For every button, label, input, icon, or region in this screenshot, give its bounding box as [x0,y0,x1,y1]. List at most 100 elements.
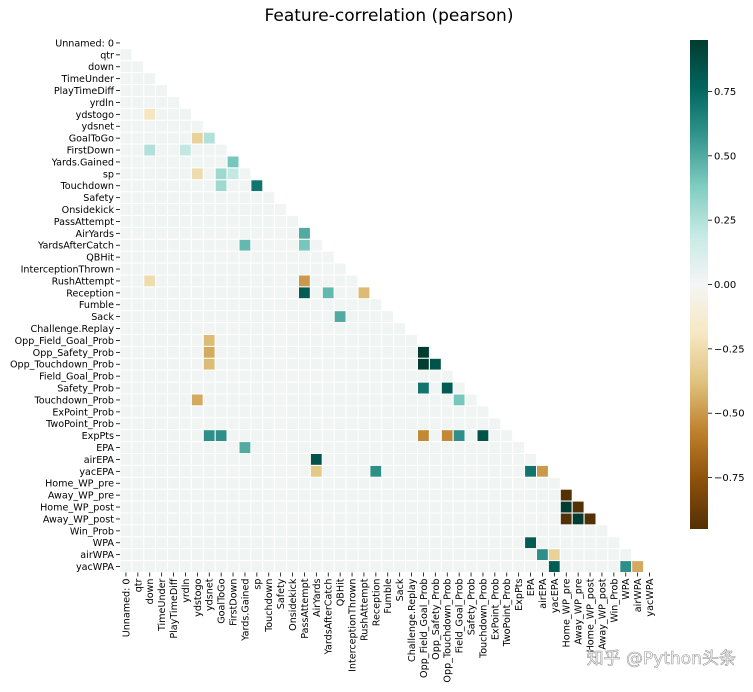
heatmap-cell [202,155,216,169]
heatmap-cell [452,524,466,538]
heatmap-cell [131,334,145,347]
heatmap-cell [238,476,252,490]
heatmap-cell [536,512,549,526]
heatmap-cell [274,476,288,490]
heatmap-cell [131,191,145,205]
heatmap-cell [274,250,288,264]
heatmap-cell [298,274,311,288]
heatmap-cell [167,345,181,359]
heatmap-cell [226,393,240,407]
heatmap-cell [417,357,430,371]
x-tick-label: Sack [395,578,406,601]
y-tick-label: Yards.Gained [51,157,114,168]
heatmap-cell [143,500,157,514]
heatmap-cell [286,512,300,526]
x-tick-label: ydstogo [193,578,204,616]
heatmap-cell [345,274,359,288]
heatmap-cell [167,334,181,347]
heatmap-cell [512,536,526,550]
heatmap-cell [452,488,466,502]
heatmap-cell [250,381,264,395]
heatmap-cell [190,357,204,371]
heatmap-cell [357,381,371,395]
heatmap-cell [309,536,323,550]
heatmap-cell [345,488,359,502]
heatmap-cell [381,417,395,431]
heatmap-cell [333,298,347,312]
heatmap-cell [190,167,204,181]
heatmap-cell [298,405,311,419]
heatmap-cell [607,548,621,562]
heatmap-cell [274,357,288,371]
y-tick-label: Reception [66,288,114,299]
heatmap-cell [333,262,347,276]
heatmap-cell [202,357,216,371]
heatmap-cell [202,560,216,573]
heatmap-cell [214,488,228,502]
heatmap-cell [476,453,490,466]
x-tick-label: down [145,579,156,605]
heatmap-cell [428,441,442,455]
heatmap-cell [476,524,490,538]
y-tick-label: Home_WP_post [40,502,114,513]
heatmap-cell [536,560,549,573]
heatmap-cell [345,429,359,443]
heatmap-cell [333,345,347,359]
heatmap-cell [405,464,419,478]
heatmap-cell [357,464,371,478]
heatmap-cell [167,96,181,109]
heatmap-cell [214,179,228,193]
heatmap-cell [214,155,228,169]
heatmap-cell [155,84,169,97]
heatmap-cell [333,393,347,407]
heatmap-cell [559,560,573,573]
heatmap-cell [274,393,288,407]
heatmap-cell [167,464,181,478]
heatmap-cell [298,441,311,455]
y-tick-label: YardsAfterCatch [37,241,114,252]
heatmap-cell [202,500,216,514]
heatmap-cell [167,203,181,217]
heatmap-cell [357,548,371,562]
heatmap-cell [321,298,335,312]
heatmap-cell [155,274,169,288]
heatmap-cell [631,560,645,573]
heatmap-cell [274,262,288,276]
heatmap-cell [286,274,300,288]
heatmap-cell [357,310,371,324]
heatmap-cell [250,298,264,312]
heatmap-cell [369,322,383,336]
heatmap-cell [476,548,490,562]
heatmap-cell [464,441,478,455]
heatmap-cell [428,464,442,478]
x-tick-label: Opp_Safety_Prob [431,579,442,660]
heatmap-cell [274,441,288,455]
heatmap-cell [357,405,371,419]
heatmap-cell [286,548,300,562]
heatmap-cell [452,560,466,573]
heatmap-cell [131,488,145,502]
heatmap-cell [417,441,430,455]
chart-title: Feature-correlation (pearson) [265,6,514,26]
heatmap-cell [274,488,288,502]
heatmap-cell [333,536,347,550]
heatmap-cell [262,500,276,514]
colorbar-gradient [690,40,708,529]
heatmap-cell [202,226,216,240]
heatmap-cell [202,417,216,431]
heatmap-cell [202,179,216,193]
heatmap-cell [298,262,311,276]
heatmap-cell [167,560,181,573]
heatmap-cell [440,429,454,443]
heatmap-cell [405,357,419,371]
heatmap-cell [428,429,442,443]
heatmap-cell [298,322,311,336]
heatmap-cell [476,488,490,502]
heatmap-cell [250,357,264,371]
heatmap-cell [381,441,395,455]
heatmap-cell [298,250,311,264]
heatmap-cell [286,476,300,490]
heatmap-cell [131,203,145,217]
heatmap-cell [119,548,133,562]
heatmap-cell [369,548,383,562]
